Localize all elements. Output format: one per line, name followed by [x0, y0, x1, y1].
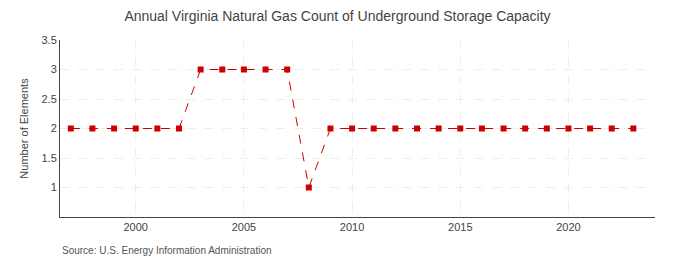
- svg-text:1.5: 1.5: [42, 152, 57, 164]
- svg-text:2000: 2000: [123, 221, 147, 233]
- svg-text:2020: 2020: [556, 221, 580, 233]
- svg-text:2: 2: [51, 122, 57, 134]
- svg-text:Number of Elements: Number of Elements: [18, 78, 30, 179]
- svg-text:3.5: 3.5: [42, 34, 57, 46]
- svg-text:2015: 2015: [448, 221, 472, 233]
- svg-text:2.5: 2.5: [42, 93, 57, 105]
- svg-text:2010: 2010: [340, 221, 364, 233]
- svg-text:2005: 2005: [232, 221, 256, 233]
- svg-text:Source: U.S. Energy Informatio: Source: U.S. Energy Information Administ…: [62, 245, 272, 256]
- svg-text:1: 1: [51, 181, 57, 193]
- svg-text:Annual Virginia Natural Gas Co: Annual Virginia Natural Gas Count of Und…: [124, 8, 550, 24]
- svg-text:3: 3: [51, 63, 57, 75]
